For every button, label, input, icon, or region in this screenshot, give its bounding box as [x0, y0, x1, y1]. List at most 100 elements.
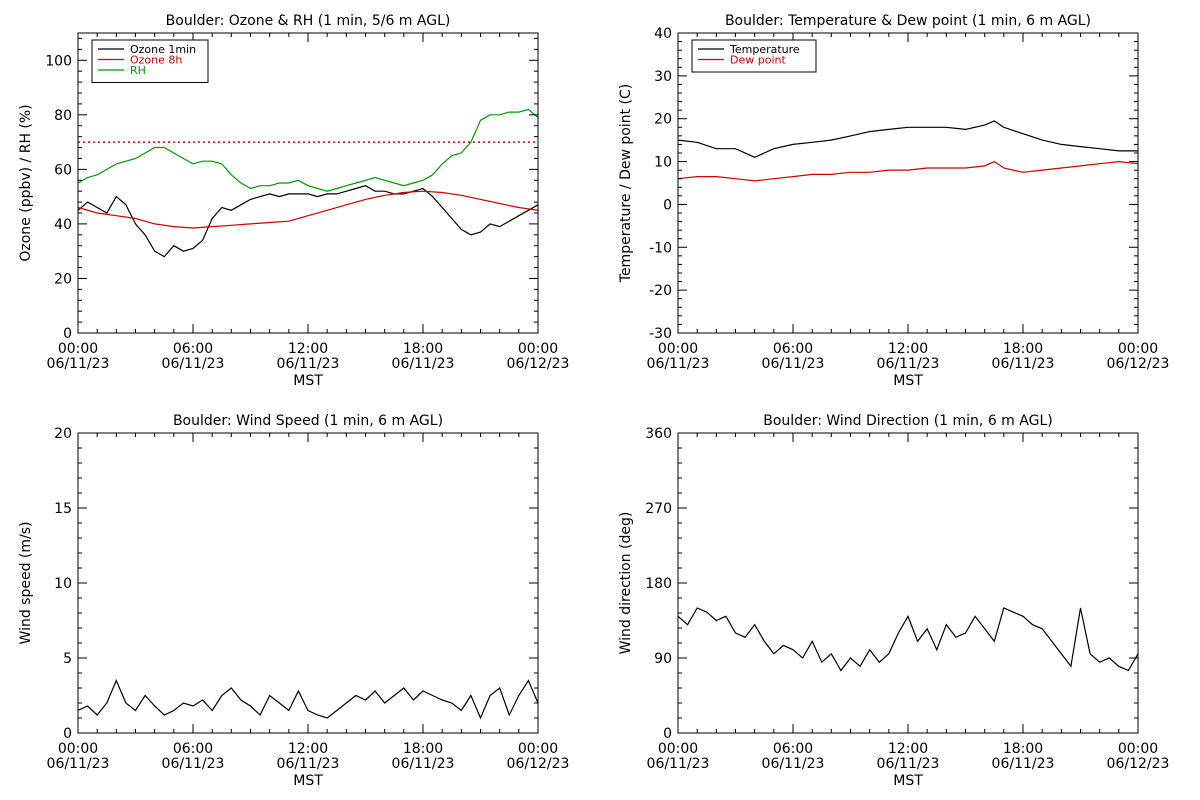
x-axis-label: MST [293, 773, 323, 789]
series-group [677, 607, 1139, 672]
y-tick-label: 60 [54, 162, 72, 178]
x-tick-time: 18:00 [1003, 741, 1043, 757]
y-tick-label: 270 [645, 501, 672, 517]
x-tick-time: 12:00 [888, 341, 928, 357]
x-tick-time: 06:00 [773, 341, 813, 357]
x-axis-label: MST [293, 373, 323, 389]
series-line-ozone-8h [77, 190, 539, 229]
y-tick-label: 10 [654, 155, 672, 171]
x-tick-time: 18:00 [1003, 341, 1043, 357]
y-tick-label: -10 [649, 240, 672, 256]
x-tick-date: 06/11/23 [877, 356, 940, 372]
x-tick-time: 00:00 [658, 341, 698, 357]
x-tick-time: 12:00 [288, 341, 328, 357]
legend-box [91, 39, 209, 83]
x-tick-time: 00:00 [658, 741, 698, 757]
y-tick-label: 90 [654, 651, 672, 667]
x-tick-date: 06/12/23 [507, 356, 570, 372]
x-tick-date: 06/11/23 [162, 756, 225, 772]
legend-box [691, 39, 817, 73]
x-tick-time: 00:00 [58, 741, 98, 757]
x-tick-date: 06/12/23 [1107, 756, 1170, 772]
x-tick-date: 06/11/23 [277, 756, 340, 772]
y-tick-label: 180 [645, 576, 672, 592]
legend-label: Ozone 1min [130, 43, 196, 56]
y-axis-label: Wind direction (deg) [618, 512, 634, 655]
x-tick-date: 06/11/23 [762, 356, 825, 372]
x-tick-time: 00:00 [58, 341, 98, 357]
x-tick-time: 18:00 [403, 341, 443, 357]
y-tick-label: 40 [54, 217, 72, 233]
x-tick-time: 12:00 [888, 741, 928, 757]
x-axis-label: MST [893, 773, 923, 789]
x-tick-date: 06/11/23 [47, 356, 110, 372]
chart-panels: Boulder: Ozone & RH (1 min, 5/6 m AGL) 0 2… [18, 13, 1169, 789]
series-line-rh [77, 108, 539, 192]
x-axis-label: MST [893, 373, 923, 389]
x-tick-date: 06/12/23 [1107, 356, 1170, 372]
y-axis-label: Ozone (ppbv) / RH (%) [18, 104, 34, 261]
series-line-dew-point [677, 160, 1139, 182]
x-tick-time: 06:00 [173, 741, 213, 757]
x-tick-date: 06/11/23 [392, 756, 455, 772]
y-tick-label: 10 [54, 576, 72, 592]
x-tick-date: 06/11/23 [162, 356, 225, 372]
x-tick-time: 00:00 [1118, 341, 1158, 357]
y-tick-label: 40 [654, 26, 672, 42]
legend-label: Ozone 8h [130, 54, 182, 67]
chart-title: Boulder: Wind Speed (1 min, 6 m AGL) [173, 413, 443, 429]
series-line-data [677, 607, 1139, 672]
chart-ozone-rh: Boulder: Ozone & RH (1 min, 5/6 m AGL) 0 2… [18, 13, 569, 389]
x-tick-date: 06/11/23 [992, 356, 1055, 372]
x-tick-time: 18:00 [403, 741, 443, 757]
series-line-temperature [677, 120, 1138, 158]
x-tick-time: 00:00 [518, 741, 558, 757]
y-tick-label: 100 [45, 53, 72, 69]
x-tick-date: 06/11/23 [877, 756, 940, 772]
x-tick-date: 06/12/23 [507, 756, 570, 772]
x-tick-date: 06/11/23 [647, 756, 710, 772]
y-tick-label: 0 [663, 197, 672, 213]
chart-title: Boulder: Temperature & Dew point (1 min,… [725, 13, 1091, 29]
series-group [677, 120, 1139, 182]
x-tick-time: 12:00 [288, 741, 328, 757]
y-axis-label: Wind speed (m/s) [18, 522, 34, 645]
legend-label: Temperature [729, 43, 800, 56]
y-tick-label: 5 [63, 651, 72, 667]
series-line-data [77, 678, 539, 720]
y-tick-label: 20 [54, 426, 72, 442]
x-tick-date: 06/11/23 [992, 756, 1055, 772]
y-tick-label: 15 [54, 501, 72, 517]
chart-wind-dir: Boulder: Wind Direction (1 min, 6 m AGL)… [618, 413, 1169, 789]
x-tick-time: 06:00 [773, 741, 813, 757]
legend-label: RH [130, 64, 146, 77]
legend-label: Dew point [730, 54, 786, 67]
x-tick-date: 06/11/23 [47, 756, 110, 772]
y-tick-label: 20 [54, 271, 72, 287]
x-tick-time: 00:00 [1118, 741, 1158, 757]
y-axis-label: Temperature / Dew point (C) [618, 84, 634, 283]
x-tick-date: 06/11/23 [277, 356, 340, 372]
y-tick-label: 20 [654, 112, 672, 128]
x-tick-time: 06:00 [173, 341, 213, 357]
series-group [77, 108, 539, 258]
y-tick-label: 80 [54, 108, 72, 124]
chart-title: Boulder: Ozone & RH (1 min, 5/6 m AGL) [166, 13, 451, 29]
chart-title: Boulder: Wind Direction (1 min, 6 m AGL) [763, 413, 1052, 429]
x-tick-date: 06/11/23 [762, 756, 825, 772]
series-line-ozone-1min [77, 185, 539, 258]
x-tick-date: 06/11/23 [647, 356, 710, 372]
series-group [77, 678, 539, 720]
chart-temp-dew: Boulder: Temperature & Dew point (1 min,… [618, 13, 1169, 389]
y-tick-label: 0 [663, 726, 672, 742]
x-tick-time: 00:00 [518, 341, 558, 357]
y-tick-label: 0 [63, 726, 72, 742]
y-tick-label: 360 [645, 426, 672, 442]
y-tick-label: 0 [63, 326, 72, 342]
chart-wind-speed: Boulder: Wind Speed (1 min, 6 m AGL) 0 5 10… [18, 413, 569, 789]
y-tick-label: 30 [654, 69, 672, 85]
